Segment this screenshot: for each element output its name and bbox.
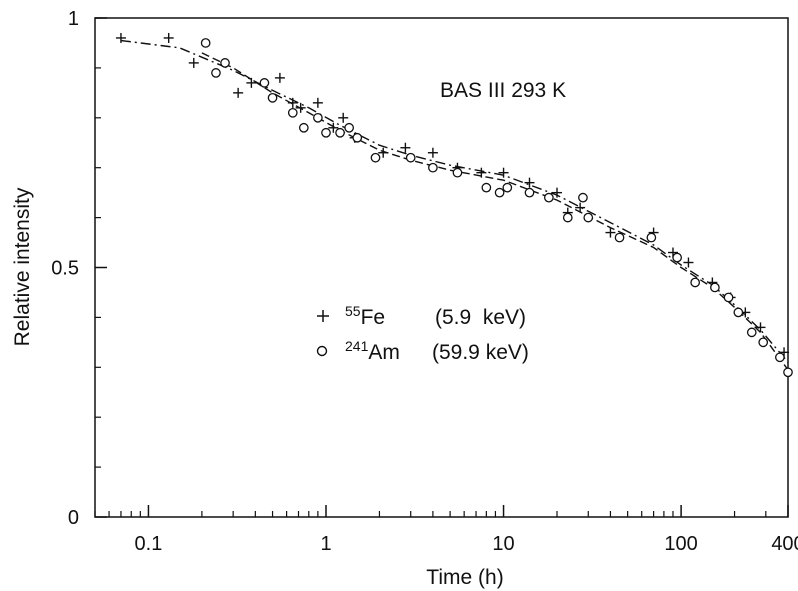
data-point-am	[775, 352, 785, 363]
data-point-fe	[163, 32, 174, 43]
data-point-am	[321, 127, 331, 138]
data-point-fe	[575, 202, 586, 213]
data-point-am	[344, 122, 354, 133]
data-point-fe	[312, 97, 323, 108]
data-point-am	[405, 152, 416, 163]
fit-line-am	[201, 52, 789, 371]
data-point-fe	[274, 72, 285, 83]
x-axis: 0.1 1 10 100 400	[94, 505, 798, 555]
data-point-am	[502, 182, 513, 193]
data-point-am	[259, 78, 270, 88]
x-tick-label: 1	[320, 533, 331, 555]
y-tick-label: 0	[68, 507, 79, 529]
data-point-am	[313, 112, 323, 123]
data-point-am	[758, 337, 769, 348]
x-axis-label: Time (h)	[426, 566, 503, 589]
y-axis: 00.51	[51, 8, 107, 529]
data-point-am	[220, 58, 230, 68]
data-point-am	[428, 162, 438, 173]
data-point-am	[298, 122, 309, 133]
data-point-fe	[427, 147, 438, 158]
data-point-am	[646, 232, 657, 243]
data-points	[115, 32, 793, 378]
y-tick-label: 1	[68, 8, 79, 30]
data-point-fe	[683, 257, 694, 268]
x-tick-label: 0.1	[135, 533, 163, 555]
data-point-am	[690, 277, 701, 288]
data-point-fe	[233, 87, 244, 98]
data-point-fe	[246, 77, 257, 88]
x-tick-label: 100	[664, 533, 697, 555]
data-point-am	[578, 192, 588, 203]
data-point-am	[352, 132, 363, 143]
y-axis-label: Relative intensity	[11, 187, 34, 346]
x-tick-label: 400	[771, 533, 798, 555]
data-point-am	[211, 68, 221, 78]
x-tick-label: 10	[492, 533, 514, 555]
data-point-am	[746, 327, 757, 338]
legend-energy-am: (59.9 keV)	[432, 341, 529, 364]
data-point-fe	[378, 147, 389, 158]
data-point-fe	[605, 227, 616, 238]
data-point-am	[562, 212, 573, 223]
data-point-am	[481, 182, 492, 193]
data-point-fe	[400, 142, 411, 153]
data-point-am	[723, 292, 734, 303]
data-point-fe	[295, 102, 306, 113]
data-point-am	[370, 152, 381, 163]
data-point-fe	[476, 167, 487, 178]
data-point-fe	[188, 57, 199, 68]
data-point-fe	[328, 122, 339, 133]
data-point-am	[783, 367, 793, 378]
data-point-am	[335, 127, 345, 138]
y-tick-label: 0.5	[51, 258, 79, 280]
legend-entry-fe: 55Fe	[345, 303, 385, 329]
data-point-fe	[524, 177, 535, 188]
legend-marker-circle	[316, 345, 328, 357]
data-point-am	[524, 187, 535, 198]
data-point-am	[494, 187, 505, 198]
data-point-fe	[287, 97, 298, 108]
data-point-am	[544, 192, 554, 203]
data-point-fe	[338, 112, 349, 123]
data-point-fe	[552, 187, 562, 198]
data-point-am	[614, 232, 625, 243]
legend-energy-fe: (5.9 keV)	[435, 306, 526, 329]
data-point-am	[267, 92, 278, 103]
data-point-am	[287, 107, 298, 118]
data-point-am	[710, 282, 720, 293]
annotation-label: BAS III 293 K	[440, 79, 566, 102]
legend-marker-plus	[317, 310, 329, 322]
data-point-am	[200, 38, 211, 48]
data-point-am	[733, 307, 744, 318]
data-point-am	[672, 252, 682, 263]
legend-entry-am: 241Am	[345, 338, 400, 364]
legend: 55Fe (5.9 keV) 241Am (59.9 keV)	[316, 303, 529, 364]
data-point-fe	[115, 32, 126, 43]
data-point-am	[583, 212, 594, 223]
data-point-am	[452, 167, 463, 178]
data-point-fe	[498, 167, 509, 178]
data-point-fe	[755, 322, 766, 333]
